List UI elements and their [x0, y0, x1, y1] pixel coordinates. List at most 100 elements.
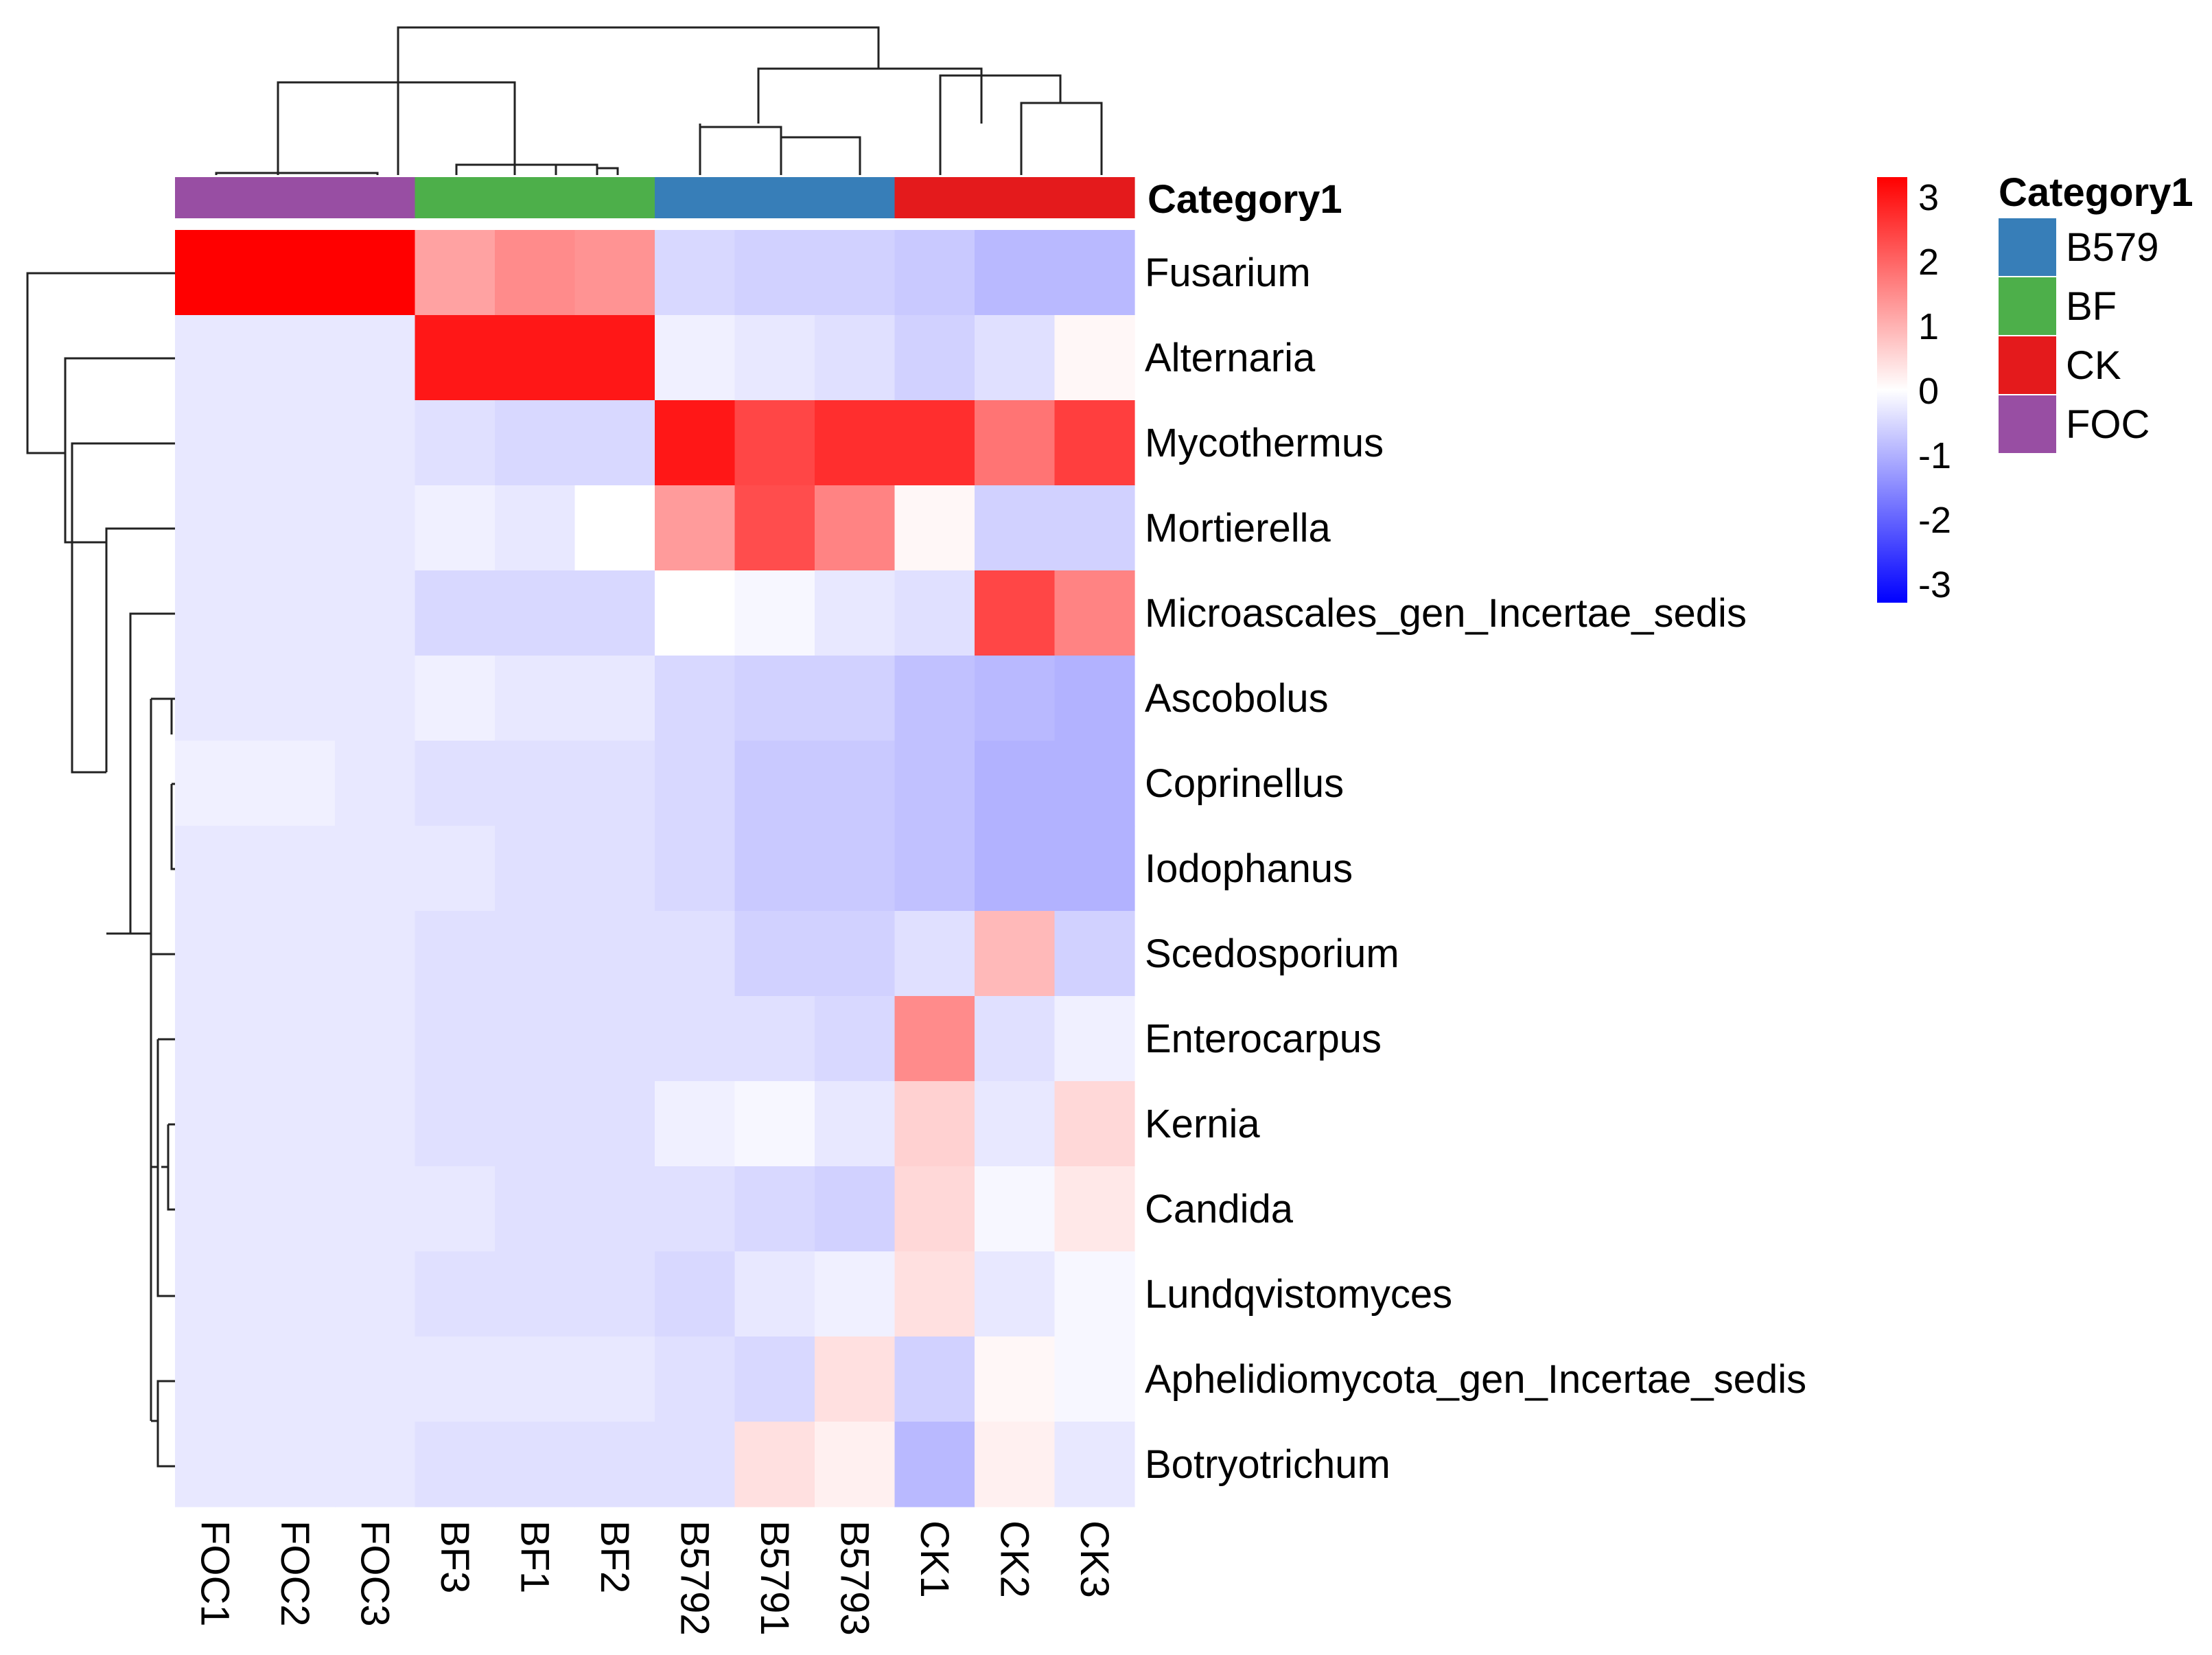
heatmap-cell [1054, 826, 1135, 912]
heatmap-cell [815, 230, 896, 316]
heatmap-cell [655, 1166, 736, 1252]
heatmap-cell [495, 741, 576, 826]
heatmap-cell [495, 1422, 576, 1507]
heatmap-cell [175, 911, 256, 997]
heatmap-cell [975, 1422, 1056, 1507]
heatmap-cell [894, 400, 975, 486]
heatmap-cell [975, 741, 1056, 826]
column-label: BF2 [592, 1520, 637, 1593]
column-label: CK3 [1072, 1520, 1117, 1598]
heatmap-cell [1054, 1336, 1135, 1422]
heatmap-cell [255, 741, 336, 826]
heatmap-cell [415, 996, 496, 1082]
heatmap-cell [734, 1336, 815, 1422]
heatmap-cell [1054, 230, 1135, 316]
annotation-cell-ck1 [894, 177, 975, 218]
heatmap-cell [815, 1422, 896, 1507]
heatmap-cell [255, 996, 336, 1082]
column-dendrogram [215, 26, 1103, 175]
heatmap-cell [815, 741, 896, 826]
heatmap-cell [415, 1166, 496, 1252]
row-label: Ascobolus [1145, 676, 1329, 721]
heatmap-cell [335, 741, 416, 826]
row-labels: Fusarium Alternaria Mycothermus Mortierella… [1145, 251, 1806, 1487]
row-label: Mycothermus [1145, 421, 1384, 465]
row-label: Iodophanus [1145, 846, 1353, 891]
heatmap-cell [734, 1081, 815, 1167]
heatmap-cell [1054, 570, 1135, 656]
heatmap-cell [495, 315, 576, 401]
heatmap-cell [655, 485, 736, 571]
heatmap-cell [894, 230, 975, 316]
color-scale-tick-label: 3 [1918, 177, 1939, 218]
column-label: FOC1 [192, 1520, 237, 1627]
heatmap-cell [574, 1081, 655, 1167]
heatmap-cell [894, 570, 975, 656]
heatmap-cell [335, 230, 416, 316]
heatmap-cell [415, 1336, 496, 1422]
heatmap-cell [655, 400, 736, 486]
heatmap-cell [335, 400, 416, 486]
heatmap-cell [655, 570, 736, 656]
heatmap-cell [734, 315, 815, 401]
heatmap-cell [574, 1251, 655, 1337]
heatmap-cell [574, 826, 655, 912]
category-annotation-bar [175, 177, 1135, 218]
heatmap-cell [975, 1251, 1056, 1337]
legend-swatch-ck [1999, 336, 2056, 394]
color-scale-tick-label: 1 [1918, 306, 1939, 347]
heatmap-cell [975, 315, 1056, 401]
heatmap-cell [335, 996, 416, 1082]
heatmap-cell [255, 485, 336, 571]
heatmap-cell [975, 570, 1056, 656]
heatmap-cell [1054, 741, 1135, 826]
column-label: FOC3 [352, 1520, 397, 1627]
heatmap-cell [574, 741, 655, 826]
heatmap-cell [975, 826, 1056, 912]
column-label: CK2 [992, 1520, 1036, 1598]
color-scale-tick-label: -1 [1918, 435, 1951, 476]
heatmap-cell [894, 1081, 975, 1167]
column-label: FOC2 [272, 1520, 317, 1627]
heatmap-cell [574, 1336, 655, 1422]
heatmap-cell [175, 1336, 256, 1422]
heatmap-cell [415, 656, 496, 741]
heatmap-cell [495, 911, 576, 997]
heatmap-cell [734, 1251, 815, 1337]
heatmap-cell [815, 1336, 896, 1422]
column-label: B5793 [832, 1520, 876, 1636]
row-label: Microascales_gen_Incertae_sedis [1145, 591, 1747, 636]
heatmap-cell [894, 826, 975, 912]
heatmap-cell [815, 570, 896, 656]
heatmap-cell [734, 1166, 815, 1252]
annotation-cell-bf2 [574, 177, 655, 218]
heatmap-cell [815, 826, 896, 912]
heatmap-cell [415, 485, 496, 571]
heatmap-cell [175, 1422, 256, 1507]
heatmap-cell [1054, 315, 1135, 401]
heatmap-cell [335, 1251, 416, 1337]
heatmap-cell [255, 1251, 336, 1337]
heatmap-cell [574, 996, 655, 1082]
row-label: Fusarium [1145, 251, 1311, 295]
heatmap-cell [655, 1081, 736, 1167]
heatmap-cell [894, 996, 975, 1082]
heatmap-cell [175, 315, 256, 401]
heatmap-cell [415, 315, 496, 401]
heatmap-cell [815, 400, 896, 486]
heatmap-cell [1054, 911, 1135, 997]
color-scale-ticks: 3 2 1 0 -1 -2 -3 [1918, 177, 1951, 605]
row-label: Aphelidiomycota_gen_Incertae_sedis [1145, 1357, 1806, 1402]
heatmap-cell [175, 826, 256, 912]
heatmap-cell [495, 570, 576, 656]
heatmap-cell [734, 826, 815, 912]
column-label: B5791 [752, 1520, 797, 1636]
legend-title: Category1 [1999, 170, 2193, 215]
heatmap-cell [255, 1336, 336, 1422]
annotation-cell-b5793 [815, 177, 896, 218]
annotation-cell-ck3 [1054, 177, 1135, 218]
heatmap-cell [255, 1081, 336, 1167]
heatmap-cell [574, 230, 655, 316]
heatmap-cell [495, 230, 576, 316]
heatmap-cell [655, 826, 736, 912]
